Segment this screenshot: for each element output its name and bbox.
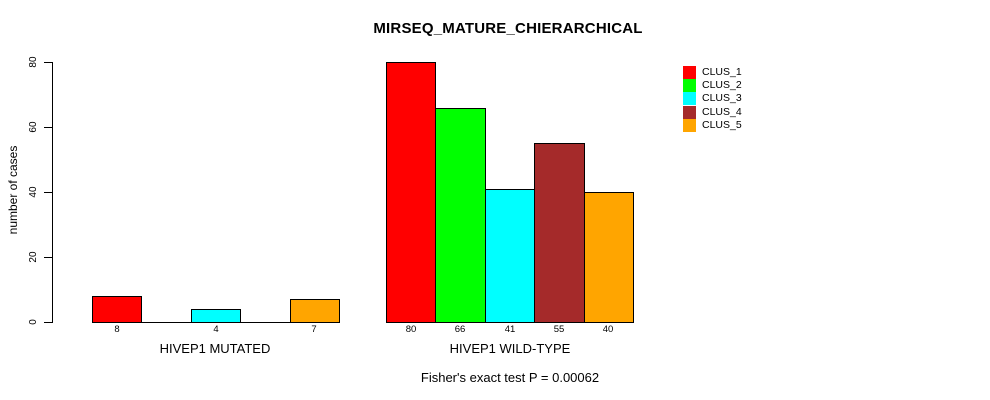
bar-value-label: 55: [553, 324, 565, 335]
y-tick-label: 20: [28, 251, 39, 263]
bar-value-label: 40: [602, 324, 614, 335]
legend-entry: CLUS_1: [683, 66, 742, 79]
legend-label: CLUS_1: [702, 66, 742, 78]
bar-clus-3: [191, 309, 241, 323]
legend-entry: CLUS_2: [683, 79, 742, 92]
y-tick-mark: [44, 127, 52, 128]
bar-clus-3: [485, 189, 535, 323]
group-label-mutated: HIVEP1 MUTATED: [159, 341, 271, 356]
bar-clus-5: [584, 192, 634, 323]
bar-clus-2: [435, 108, 486, 323]
y-axis-line: [52, 62, 53, 323]
bar-clus-5: [290, 299, 340, 323]
y-tick-mark: [44, 62, 52, 63]
y-tick-mark: [44, 322, 52, 323]
bar-clus-1: [92, 296, 142, 323]
fisher-test-note: Fisher's exact test P = 0.00062: [420, 370, 600, 385]
y-tick-label: 80: [28, 56, 39, 68]
legend-label: CLUS_4: [702, 106, 742, 118]
bar-clus-4: [534, 143, 585, 323]
y-tick-mark: [44, 192, 52, 193]
legend-label: CLUS_2: [702, 79, 742, 91]
y-tick-label: 0: [28, 319, 39, 325]
y-tick-label: 40: [28, 186, 39, 198]
bar-value-label: 80: [405, 324, 417, 335]
legend-entry: CLUS_4: [683, 106, 742, 119]
bar-value-label: 41: [504, 324, 516, 335]
bar-value-label: 66: [454, 324, 466, 335]
legend-swatch: [683, 66, 696, 79]
chart-title: MIRSEQ_MATURE_CHIERARCHICAL: [373, 20, 643, 37]
legend-swatch: [683, 106, 696, 119]
bar-value-label: 8: [114, 324, 120, 335]
legend-label: CLUS_5: [702, 119, 742, 131]
legend-swatch: [683, 79, 696, 92]
legend-label: CLUS_3: [702, 92, 742, 104]
bar-value-label: 4: [213, 324, 219, 335]
y-tick-label: 60: [28, 121, 39, 133]
legend-entry: CLUS_3: [683, 92, 742, 105]
bar-value-label: 7: [311, 324, 317, 335]
legend-swatch: [683, 119, 696, 132]
group-label-wildtype: HIVEP1 WILD-TYPE: [449, 341, 571, 356]
y-axis-title: number of cases: [6, 145, 20, 235]
legend-entry: CLUS_5: [683, 119, 742, 132]
bar-clus-1: [386, 62, 436, 323]
legend-swatch: [683, 92, 696, 105]
y-tick-mark: [44, 257, 52, 258]
